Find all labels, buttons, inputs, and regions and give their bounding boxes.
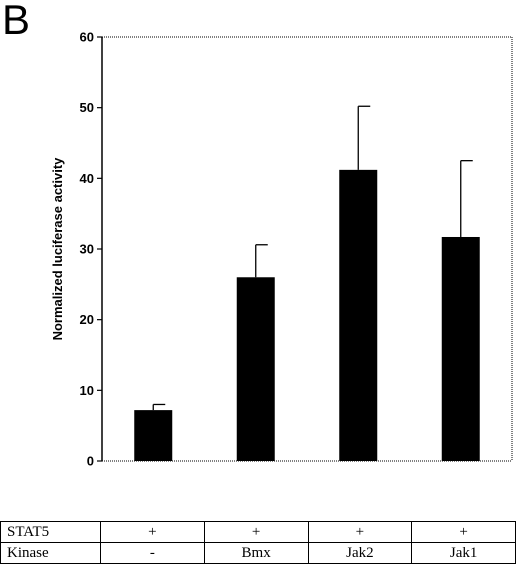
table-cell: + <box>100 521 205 543</box>
table-row-kinase: Kinase - Bmx Jak2 Jak1 <box>0 542 516 564</box>
table-cell: + <box>203 521 309 543</box>
table-cell: - <box>100 542 205 564</box>
bar <box>134 410 173 461</box>
bar <box>236 277 275 461</box>
y-tick-label: 0 <box>87 454 94 469</box>
row-label: Kinase <box>0 542 101 564</box>
table-row-stat5: STAT5 + + + + <box>0 521 516 543</box>
y-tick-label: 60 <box>80 30 94 45</box>
y-tick-label: 10 <box>80 383 94 398</box>
table-cell: + <box>307 521 413 543</box>
table-cell: Jak2 <box>307 542 413 564</box>
bar-chart: 0 10 20 30 40 50 60 Normalized luciferase acti… <box>50 30 513 469</box>
y-tick-label: 40 <box>80 171 94 186</box>
y-axis-label: Normalized luciferase activity <box>50 157 65 341</box>
y-tick-label: 50 <box>80 100 94 115</box>
panel-label: B <box>2 0 31 43</box>
table-cell: Jak1 <box>411 542 516 564</box>
bar <box>339 169 378 461</box>
table-cell: + <box>411 521 516 543</box>
y-tick-label: 20 <box>80 312 94 327</box>
conditions-table: STAT5 + + + + Kinase - Bmx Jak2 Jak1 <box>0 521 516 564</box>
y-tick-label: 30 <box>80 242 94 257</box>
table-cell: Bmx <box>203 542 309 564</box>
row-label: STAT5 <box>0 521 101 543</box>
bar <box>441 236 480 461</box>
